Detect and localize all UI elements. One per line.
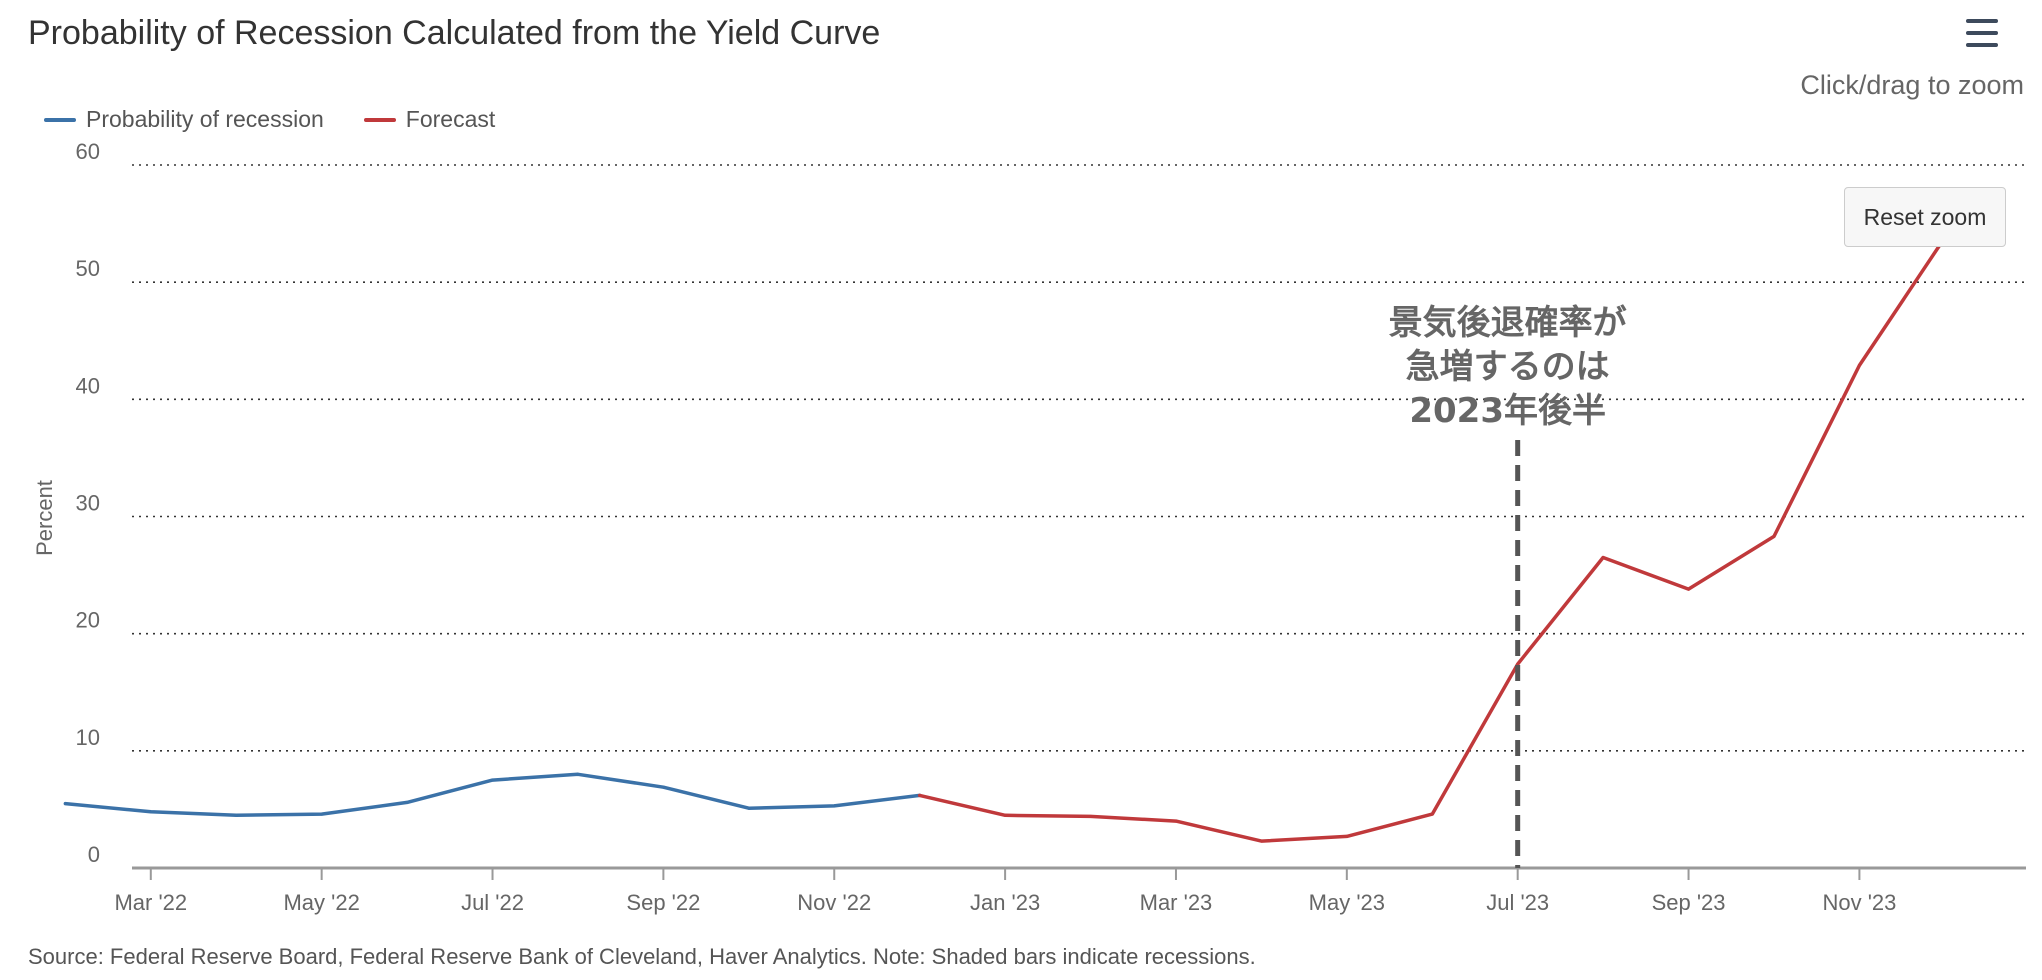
data-point-forecast xyxy=(1772,534,1776,538)
chart-plot[interactable]: 0 10 20 30 40 50 60 Percent Mar '22 May '22 Jul … xyxy=(0,0,2042,940)
reset-zoom-button[interactable]: Reset zoom xyxy=(1844,187,2006,247)
annotation-text-line: 景気後退確率が xyxy=(1389,303,1627,343)
y-tick-label: 0 xyxy=(88,842,100,867)
data-point-forecast xyxy=(1174,819,1178,823)
x-tick-label: Nov '23 xyxy=(1822,890,1896,915)
y-tick-label: 20 xyxy=(76,608,100,633)
data-point-history xyxy=(405,800,409,804)
y-tick-label: 60 xyxy=(76,139,100,164)
source-note: Source: Federal Reserve Board, Federal R… xyxy=(28,944,1256,969)
data-point-history xyxy=(661,785,665,789)
y-tick-label: 30 xyxy=(76,491,100,516)
legend-label-history: Probability of recession xyxy=(86,106,324,132)
x-tick-label: Jul '22 xyxy=(461,890,524,915)
annotation-text-line: 2023年後半 xyxy=(1409,391,1606,431)
y-tick-label: 10 xyxy=(76,725,100,750)
data-point-history xyxy=(832,804,836,808)
annotation-text-line: 急増するのは xyxy=(1406,347,1610,387)
legend-item-forecast[interactable]: Forecast xyxy=(363,106,496,133)
data-point-forecast xyxy=(1345,834,1349,838)
x-axis: Mar '22 May '22 Jul '22 Sep '22 Nov '22 Jan '… xyxy=(114,866,2026,915)
data-point-history xyxy=(234,813,238,817)
x-tick-label: Jan '23 xyxy=(970,890,1040,915)
legend-swatch-history xyxy=(44,117,76,122)
data-point-history xyxy=(149,810,153,814)
y-axis-ticks: 0 10 20 30 40 50 60 xyxy=(76,139,100,867)
data-point-history xyxy=(63,802,67,806)
data-point-forecast xyxy=(1601,556,1605,560)
data-point-forecast xyxy=(1857,363,1861,367)
legend-swatch-forecast xyxy=(363,117,396,122)
x-tick-label: Mar '23 xyxy=(1140,890,1213,915)
data-point-forecast xyxy=(1003,813,1007,817)
x-tick-label: May '22 xyxy=(283,890,359,915)
x-tick-label: Sep '22 xyxy=(626,890,700,915)
chart-title: Probability of Recession Calculated from… xyxy=(28,14,881,52)
x-tick-label: Sep '23 xyxy=(1652,890,1726,915)
data-point-forecast xyxy=(1259,839,1263,843)
data-point-history xyxy=(576,772,580,776)
data-point-forecast xyxy=(1687,587,1691,591)
grid-lines xyxy=(132,164,2026,752)
data-point-history xyxy=(491,778,495,782)
data-point-forecast xyxy=(1089,814,1093,818)
series-lines xyxy=(63,235,1947,843)
x-tick-label: Nov '22 xyxy=(797,890,871,915)
hamburger-menu-icon[interactable] xyxy=(1962,14,2002,54)
data-point-forecast xyxy=(918,793,922,797)
y-axis-title: Percent xyxy=(32,480,57,556)
legend: Probability of recession Forecast xyxy=(44,106,535,133)
legend-item-history[interactable]: Probability of recession xyxy=(44,106,324,133)
data-point-history xyxy=(747,806,751,810)
y-tick-label: 40 xyxy=(76,373,100,398)
x-tick-label: May '23 xyxy=(1309,890,1385,915)
x-tick-label: Jul '23 xyxy=(1486,890,1549,915)
data-point-history xyxy=(320,812,324,816)
y-tick-label: 50 xyxy=(76,256,100,281)
data-point-forecast xyxy=(1516,662,1520,666)
x-tick-label: Mar '22 xyxy=(114,890,187,915)
data-point-forecast xyxy=(1430,812,1434,816)
legend-label-forecast: Forecast xyxy=(405,106,496,132)
zoom-hint: Click/drag to zoom xyxy=(1800,70,2024,100)
